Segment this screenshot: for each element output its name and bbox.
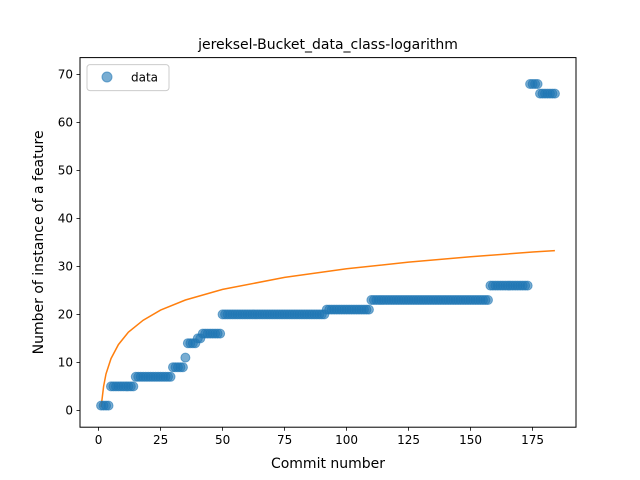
- data-point: [215, 328, 226, 339]
- data-point: [532, 79, 543, 89]
- x-tick-label: 25: [153, 433, 168, 447]
- legend-marker-data: [101, 71, 113, 83]
- x-axis-label: Commit number: [271, 456, 385, 472]
- plot-frame: [79, 57, 577, 428]
- x-tick-label: 100: [335, 433, 358, 447]
- y-tick-label: 10: [58, 356, 73, 370]
- x-ticks: 0 25 50 75 100 125 150 175: [95, 427, 544, 447]
- data-point: [177, 362, 188, 373]
- y-tick-label: 20: [58, 308, 73, 322]
- x-tick-label: 175: [521, 433, 544, 447]
- chart-title: jereksel-Bucket_data_class-logarithm: [197, 37, 458, 53]
- data-point: [103, 400, 114, 411]
- data-point: [180, 352, 191, 363]
- x-tick-label: 50: [215, 433, 230, 447]
- data-point: [128, 381, 139, 392]
- y-tick-label: 50: [58, 164, 73, 178]
- fit-line: [100, 249, 555, 408]
- points-layer: [96, 79, 560, 411]
- data-point: [165, 371, 176, 382]
- fit-layer: [100, 249, 555, 408]
- y-ticks: 0 10 20 30 40 50 60 70: [58, 68, 80, 418]
- y-tick-label: 0: [65, 404, 73, 418]
- y-tick-label: 70: [58, 68, 73, 82]
- data-point: [522, 280, 533, 291]
- legend-box: [86, 64, 170, 92]
- data-point: [482, 295, 493, 305]
- data-point: [549, 88, 560, 99]
- x-tick-label: 0: [95, 433, 103, 447]
- y-tick-label: 40: [58, 212, 73, 226]
- y-tick-label: 30: [58, 260, 73, 274]
- x-tick-label: 150: [459, 433, 482, 447]
- x-tick-label: 125: [397, 433, 420, 447]
- data-point: [363, 304, 374, 315]
- y-tick-label: 60: [58, 116, 73, 130]
- legend: data: [86, 64, 170, 92]
- legend-label-data: data: [131, 71, 158, 85]
- x-tick-label: 75: [277, 433, 292, 447]
- y-axis-label: Number of instance of a feature: [31, 130, 47, 354]
